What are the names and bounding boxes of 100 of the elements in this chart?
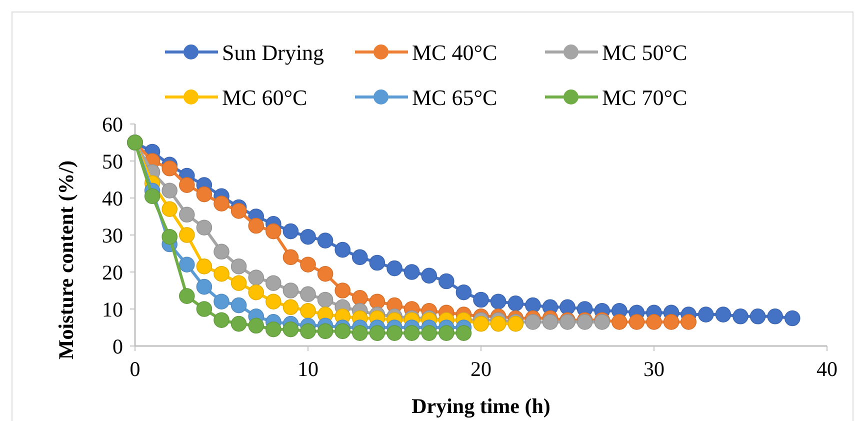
point: [767, 308, 783, 324]
legend-label: MC 40°C: [412, 40, 498, 65]
y-tick-label: 40: [102, 186, 123, 210]
point: [421, 325, 437, 341]
point: [317, 323, 334, 340]
point: [230, 258, 247, 274]
point: [663, 314, 680, 330]
point: [196, 220, 212, 236]
point: [646, 314, 662, 330]
point: [179, 206, 195, 223]
point: [508, 296, 524, 312]
point: [179, 256, 195, 272]
point: [715, 306, 732, 322]
point: [317, 292, 334, 308]
point: [473, 316, 489, 332]
point: [162, 182, 178, 198]
point: [230, 275, 247, 291]
point: [352, 290, 368, 306]
point: [196, 278, 212, 295]
point: [352, 249, 368, 266]
point: [525, 314, 541, 330]
point: [179, 177, 195, 193]
point: [282, 223, 299, 240]
point: [248, 270, 264, 286]
point: [369, 325, 386, 341]
point: [317, 232, 334, 248]
point: [179, 227, 195, 243]
point: [732, 308, 748, 324]
point: [214, 244, 230, 260]
point: [404, 325, 420, 341]
point: [214, 266, 230, 282]
y-tick-label: 60: [102, 112, 123, 136]
point: [334, 282, 350, 298]
point: [162, 228, 178, 245]
point: [352, 325, 368, 341]
point: [266, 321, 282, 338]
point: [196, 258, 212, 274]
point: [266, 294, 282, 310]
point: [282, 321, 299, 338]
x-tick-label: 30: [644, 357, 664, 381]
point: [282, 249, 299, 266]
point: [230, 316, 247, 332]
point: [214, 294, 230, 310]
point: [750, 308, 766, 324]
y-tick-label: 20: [102, 260, 123, 284]
point: [230, 297, 247, 314]
legend-label: MC 50°C: [602, 40, 688, 65]
point: [386, 325, 402, 341]
legend-label: Sun Drying: [222, 40, 324, 65]
point: [334, 323, 350, 340]
point: [300, 302, 316, 319]
x-tick-label: 0: [130, 357, 140, 381]
point: [386, 260, 402, 276]
point: [162, 160, 178, 176]
point: [282, 299, 299, 316]
point: [300, 228, 316, 245]
y-tick-label: 50: [102, 149, 123, 174]
point: [179, 288, 195, 304]
x-tick-label: 10: [298, 357, 318, 381]
x-axis-title: Drying time (h): [412, 394, 550, 418]
point: [542, 314, 558, 330]
point: [369, 294, 386, 310]
point: [300, 286, 316, 302]
point: [456, 325, 472, 341]
point: [248, 284, 264, 300]
point: [438, 325, 454, 341]
point: [214, 196, 230, 212]
point: [525, 297, 541, 314]
point: [248, 318, 264, 334]
point: [404, 264, 420, 280]
point: [214, 312, 230, 328]
y-axis-title: Moisture content (%/): [54, 160, 78, 360]
y-tick-label: 10: [102, 297, 123, 322]
point: [300, 256, 316, 272]
point: [266, 275, 282, 291]
x-tick-label: 20: [470, 357, 492, 381]
point: [421, 268, 437, 284]
point: [680, 314, 696, 330]
point: [282, 282, 299, 298]
legend-label: MC 60°C: [222, 85, 308, 110]
point: [300, 323, 316, 340]
point: [698, 306, 714, 322]
point: [490, 316, 506, 332]
point: [438, 273, 454, 290]
y-tick-label: 30: [102, 223, 123, 248]
legend-label: MC 70°C: [602, 85, 688, 110]
legend-label: MC 65°C: [412, 85, 498, 110]
point: [473, 292, 489, 308]
point: [144, 188, 160, 204]
point: [784, 310, 800, 326]
point: [317, 266, 334, 282]
point: [230, 203, 247, 219]
point: [196, 301, 212, 317]
x-tick-label: 40: [816, 357, 838, 381]
point: [456, 284, 472, 300]
point: [628, 314, 645, 330]
point: [334, 242, 350, 258]
point: [266, 223, 282, 240]
point: [612, 314, 628, 330]
point: [196, 186, 212, 202]
